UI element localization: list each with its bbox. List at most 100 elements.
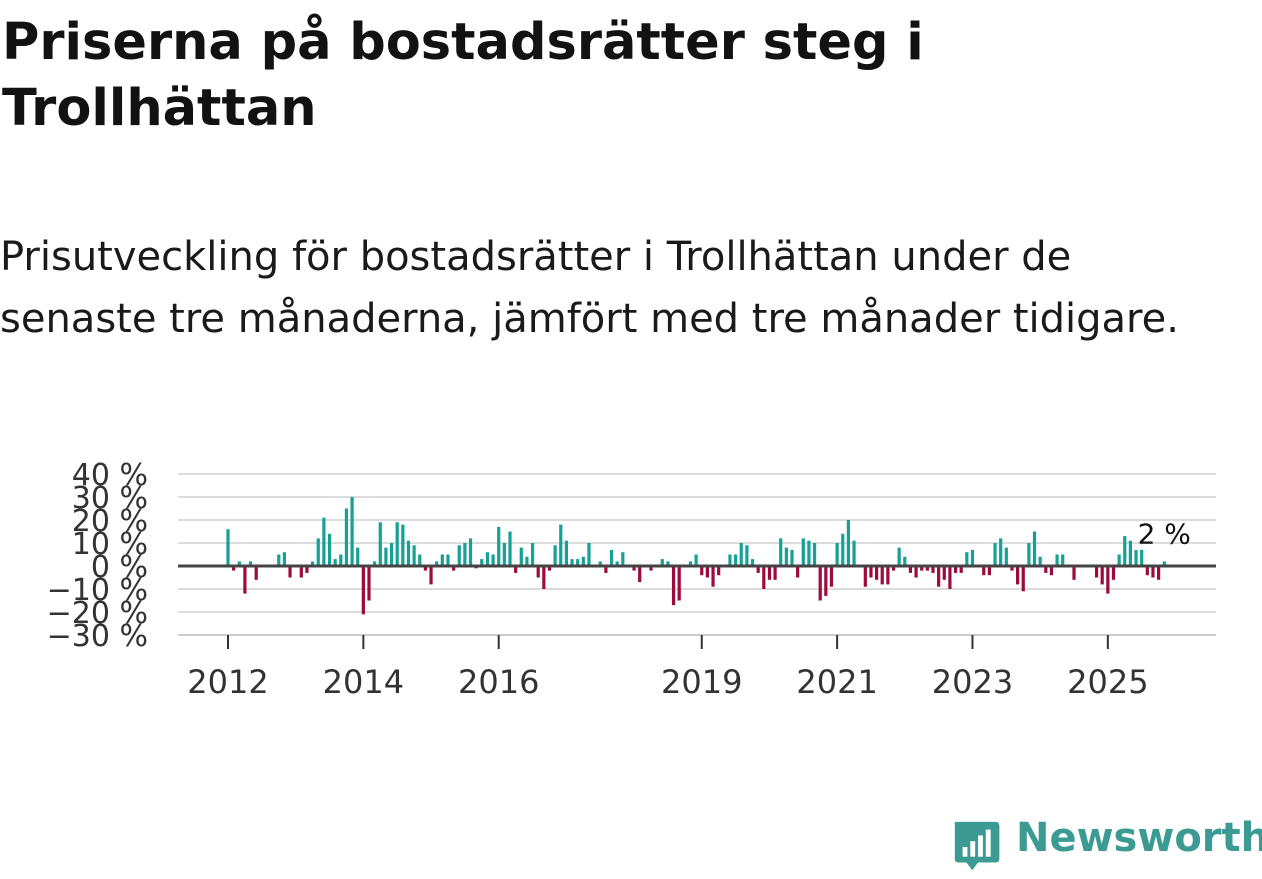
bar <box>790 549 794 566</box>
bar <box>965 552 969 566</box>
bar <box>1128 540 1132 566</box>
newsworthy-logo-icon <box>954 821 1000 871</box>
bar <box>226 529 230 566</box>
bar <box>886 566 890 585</box>
x-tick-label: 2025 <box>1067 663 1148 701</box>
bar <box>891 566 896 571</box>
bar <box>914 566 918 578</box>
bar <box>299 566 303 578</box>
x-tick-label: 2012 <box>187 663 268 701</box>
bar <box>824 566 828 596</box>
bar <box>237 561 241 566</box>
bar <box>406 540 411 566</box>
bar <box>305 566 309 573</box>
bar <box>339 554 343 566</box>
bar <box>536 566 540 578</box>
y-tick-label: −30 % <box>47 619 148 654</box>
bar <box>463 543 467 566</box>
y-tick-label: 20 % <box>72 504 148 539</box>
bar <box>609 549 614 566</box>
bar <box>677 566 681 601</box>
bar <box>671 566 676 606</box>
bar <box>942 566 946 580</box>
bar <box>762 566 766 589</box>
bar <box>1134 549 1138 566</box>
bar <box>277 554 281 566</box>
bar <box>717 566 721 576</box>
x-axis: 2012 2014 2016 2019 2021 2023 2025 <box>187 635 1149 701</box>
brand-name: Newsworthy <box>1016 815 1262 861</box>
bar <box>576 559 580 566</box>
bar <box>700 566 704 576</box>
bar <box>705 566 709 578</box>
bar <box>322 517 326 566</box>
bar <box>243 566 247 594</box>
bar <box>863 566 867 587</box>
bar <box>356 547 360 566</box>
bar <box>519 547 523 566</box>
bar <box>559 524 563 566</box>
bar <box>756 566 760 573</box>
bar <box>491 554 495 566</box>
x-tick-label: 2016 <box>458 663 539 701</box>
x-tick-label: 2014 <box>323 663 404 701</box>
bar <box>953 566 958 573</box>
bar <box>621 552 625 566</box>
bar <box>429 566 433 585</box>
bar <box>485 552 490 566</box>
bar <box>1111 566 1116 580</box>
bar <box>739 543 743 566</box>
bar <box>350 497 354 566</box>
bar <box>288 566 292 578</box>
bar <box>1044 566 1048 573</box>
x-tick-label: 2023 <box>932 663 1013 701</box>
bar <box>564 540 568 566</box>
bar <box>254 566 258 580</box>
bar <box>903 556 907 566</box>
bar <box>232 566 236 571</box>
bar <box>632 566 636 571</box>
bar <box>937 566 941 587</box>
bar <box>649 566 653 571</box>
bar <box>767 566 772 580</box>
bar <box>604 566 608 573</box>
bar <box>587 543 591 566</box>
bar <box>841 533 845 566</box>
bar <box>570 559 574 566</box>
bar <box>728 554 732 566</box>
bar <box>745 545 749 566</box>
bar <box>468 538 473 566</box>
bar <box>1061 554 1065 566</box>
bar <box>530 543 535 566</box>
bar <box>1094 566 1099 578</box>
bar <box>1021 566 1025 592</box>
bar <box>378 522 382 566</box>
bar <box>987 566 991 576</box>
bar <box>835 543 839 566</box>
bar <box>1157 566 1161 580</box>
bar <box>638 566 642 583</box>
bar <box>502 543 506 566</box>
bar <box>925 566 929 571</box>
bar <box>880 566 884 585</box>
bar <box>508 531 512 566</box>
bar <box>829 566 834 587</box>
bar <box>1049 566 1054 576</box>
bar <box>1151 566 1155 578</box>
last-value-annotation: 2 % <box>1138 517 1191 550</box>
bar <box>327 533 332 566</box>
bar <box>869 566 873 578</box>
bar <box>846 520 850 566</box>
bar <box>999 538 1003 566</box>
bar <box>1145 566 1149 576</box>
bar <box>373 561 377 566</box>
x-tick-label: 2021 <box>796 663 877 701</box>
y-tick-label: −10 % <box>47 573 148 608</box>
bar <box>948 566 952 589</box>
bar <box>1106 566 1110 594</box>
bar <box>982 566 986 576</box>
bar <box>779 538 783 566</box>
bar <box>1055 554 1059 566</box>
y-tick-label: 10 % <box>72 527 148 562</box>
bar <box>818 566 822 601</box>
